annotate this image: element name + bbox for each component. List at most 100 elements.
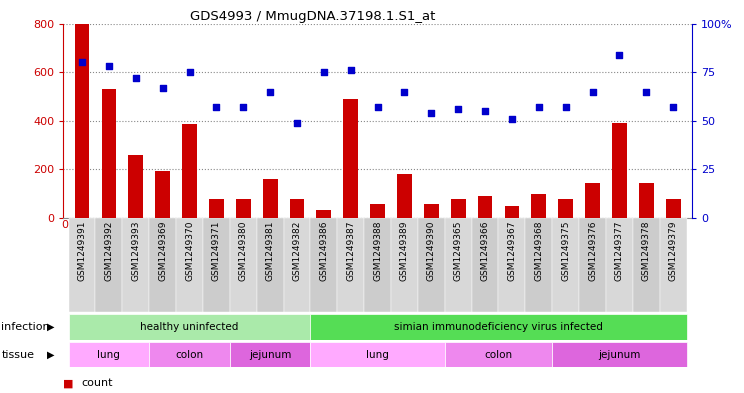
Bar [364,218,391,312]
Bar [257,218,283,312]
Bar [633,218,660,312]
Text: ▶: ▶ [47,322,54,332]
Bar [478,196,493,218]
Bar [101,89,116,218]
Text: GSM1249369: GSM1249369 [158,221,167,281]
Point [641,88,652,95]
Text: GSM1249391: GSM1249391 [77,221,86,281]
Bar [585,183,600,218]
Bar [612,123,626,218]
Bar [445,218,472,312]
Point [103,63,115,70]
Bar [558,199,573,218]
Bar [310,314,687,340]
Point [559,104,571,110]
Text: GDS4993 / MmugDNA.37198.1.S1_at: GDS4993 / MmugDNA.37198.1.S1_at [190,10,435,23]
Text: lung: lung [366,350,389,360]
Text: GSM1249377: GSM1249377 [615,221,624,281]
Bar [525,218,552,312]
Bar [337,218,364,312]
Text: GSM1249389: GSM1249389 [400,221,409,281]
Text: lung: lung [97,350,121,360]
Text: GSM1249382: GSM1249382 [292,221,301,281]
Bar [552,342,687,367]
Bar [68,342,150,367]
Point [372,104,384,110]
Point [157,84,169,91]
Text: GSM1249386: GSM1249386 [319,221,328,281]
Bar [639,183,654,218]
Point [479,108,491,114]
Bar [397,174,412,218]
Bar [343,99,358,218]
Bar [74,24,89,218]
Bar [150,218,176,312]
Text: jejunum: jejunum [598,350,641,360]
Bar [155,171,170,218]
Bar [391,218,418,312]
Bar [230,218,257,312]
Bar [203,218,230,312]
Point [264,88,276,95]
Text: GSM1249393: GSM1249393 [131,221,141,281]
Point [130,75,142,81]
Text: 0: 0 [62,220,68,230]
Point [344,67,356,73]
Bar [209,199,224,218]
Text: GSM1249379: GSM1249379 [669,221,678,281]
Text: GSM1249376: GSM1249376 [588,221,597,281]
Bar [666,199,681,218]
Point [211,104,222,110]
Text: healthy uninfected: healthy uninfected [141,322,239,332]
Point [667,104,679,110]
Bar [95,218,122,312]
Bar [531,194,546,218]
Bar [150,342,230,367]
Text: GSM1249370: GSM1249370 [185,221,194,281]
Bar [310,218,337,312]
Text: count: count [82,378,113,388]
Bar [579,218,606,312]
Text: infection: infection [1,322,50,332]
Bar [445,342,552,367]
Text: GSM1249380: GSM1249380 [239,221,248,281]
Text: jejunum: jejunum [249,350,292,360]
Bar [316,209,331,218]
Text: colon: colon [176,350,204,360]
Point [533,104,545,110]
Bar [122,218,150,312]
Bar [424,204,439,218]
Bar [129,155,143,218]
Text: GSM1249381: GSM1249381 [266,221,275,281]
Point [586,88,598,95]
Point [184,69,196,75]
Text: GSM1249390: GSM1249390 [427,221,436,281]
Text: GSM1249378: GSM1249378 [642,221,651,281]
Text: GSM1249366: GSM1249366 [481,221,490,281]
Point [291,119,303,126]
Bar [451,199,466,218]
Bar [606,218,633,312]
Text: colon: colon [484,350,513,360]
Bar [371,204,385,218]
Text: GSM1249387: GSM1249387 [346,221,355,281]
Text: GSM1249375: GSM1249375 [561,221,570,281]
Bar [310,342,445,367]
Point [237,104,249,110]
Bar [68,218,95,312]
Bar [289,199,304,218]
Bar [552,218,579,312]
Bar [472,218,498,312]
Point [399,88,411,95]
Bar [660,218,687,312]
Bar [498,218,525,312]
Bar [263,179,278,218]
Bar [230,342,310,367]
Point [452,106,464,112]
Text: GSM1249392: GSM1249392 [104,221,113,281]
Point [426,110,437,116]
Bar [176,218,203,312]
Text: ■: ■ [63,378,74,388]
Bar [182,125,197,218]
Point [613,51,625,58]
